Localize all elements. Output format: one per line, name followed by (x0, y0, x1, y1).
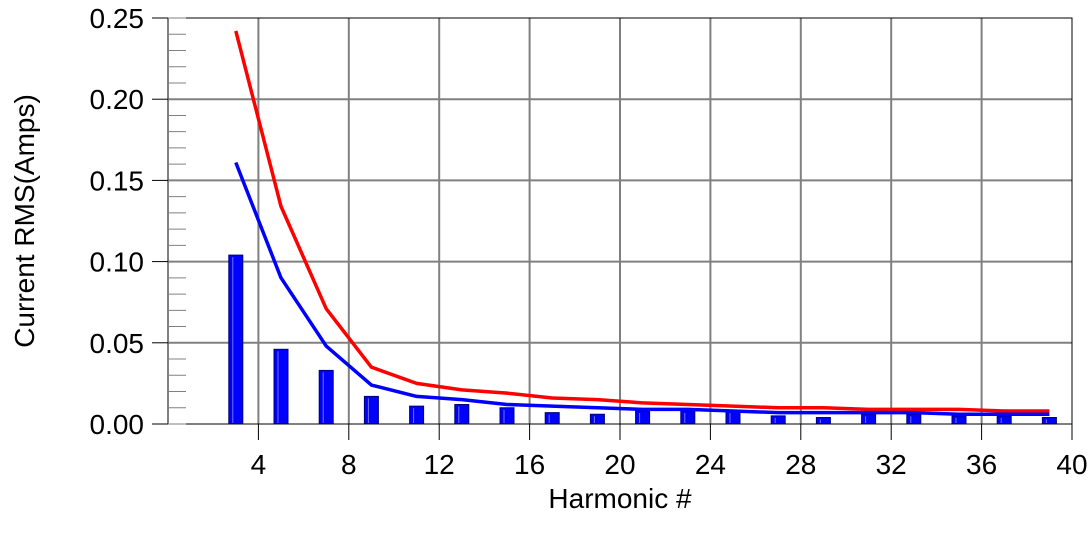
bar (861, 413, 877, 425)
bar (544, 412, 560, 425)
bar (228, 254, 244, 425)
bar (318, 369, 334, 425)
y-tick-label: 0.15 (90, 165, 145, 196)
x-tick-label: 32 (876, 449, 907, 480)
y-tick-label: 0.00 (90, 409, 145, 440)
bar (499, 407, 515, 425)
bar (725, 410, 741, 425)
minor-ticks (168, 17, 186, 425)
x-tick-label: 36 (966, 449, 997, 480)
bar (951, 415, 967, 425)
series-line-2 (234, 161, 1050, 417)
x-tick-label: 28 (785, 449, 816, 480)
y-tick-label: 0.25 (90, 3, 145, 34)
bar (363, 395, 379, 425)
y-axis-ticks: 0.00 0.05 0.10 0.15 0.20 0.25 (90, 3, 168, 440)
grid-lines (168, 18, 1072, 424)
bar (273, 348, 289, 425)
y-tick-label: 0.10 (90, 247, 145, 278)
y-tick-label: 0.20 (90, 84, 145, 115)
bar (589, 413, 605, 425)
bar (1041, 417, 1057, 425)
bar (454, 404, 470, 425)
y-tick-label: 0.05 (90, 328, 145, 359)
bar (996, 415, 1012, 425)
x-tick-label: 4 (251, 449, 267, 480)
y-axis-title: Current RMS(Amps) (9, 94, 40, 348)
x-axis-ticks: 4 8 12 16 20 24 28 32 36 40 (251, 424, 1088, 480)
x-tick-label: 16 (514, 449, 545, 480)
x-tick-label: 20 (604, 449, 635, 480)
bar (409, 405, 425, 425)
x-axis-title: Harmonic # (548, 483, 692, 514)
line-series (234, 30, 1050, 417)
bar (906, 413, 922, 425)
bar-series (228, 254, 1057, 425)
x-tick-label: 8 (341, 449, 357, 480)
x-tick-label: 40 (1056, 449, 1087, 480)
bar (635, 410, 651, 425)
bar (770, 415, 786, 425)
x-tick-label: 12 (424, 449, 455, 480)
series-line-1 (234, 30, 1050, 413)
x-tick-label: 24 (695, 449, 726, 480)
bar (680, 410, 696, 425)
bar (815, 417, 831, 425)
